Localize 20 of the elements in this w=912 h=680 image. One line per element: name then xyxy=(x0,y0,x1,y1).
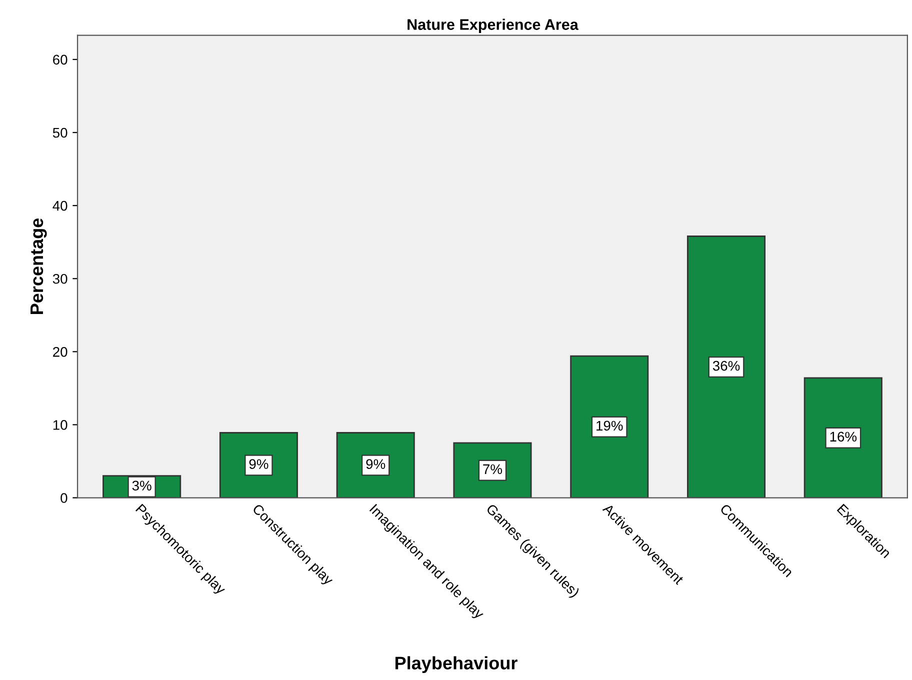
data-label: 3% xyxy=(132,480,152,491)
bar xyxy=(686,236,766,498)
y-tick-label: 50 xyxy=(52,128,68,138)
x-axis-title: Playbehaviour xyxy=(396,656,518,674)
y-tick-label: 40 xyxy=(52,200,68,211)
y-tick-label: 0 xyxy=(60,493,68,503)
bar xyxy=(804,377,882,498)
data-label: 16% xyxy=(830,432,857,442)
y-tick-label: 60 xyxy=(53,54,68,65)
data-label: 7% xyxy=(483,464,502,474)
y-tick-label: 20 xyxy=(53,346,68,357)
data-label: 9% xyxy=(366,459,386,469)
y-axis-title: Percentage xyxy=(30,218,47,314)
data-label: 19% xyxy=(596,420,623,431)
chart-title: Nature Experience Area xyxy=(408,18,578,33)
data-label: 36% xyxy=(712,360,740,371)
data-label: 9% xyxy=(249,459,268,469)
bar xyxy=(570,355,649,498)
y-tick-label: 10 xyxy=(53,420,68,430)
y-tick-label: 30 xyxy=(52,274,68,284)
